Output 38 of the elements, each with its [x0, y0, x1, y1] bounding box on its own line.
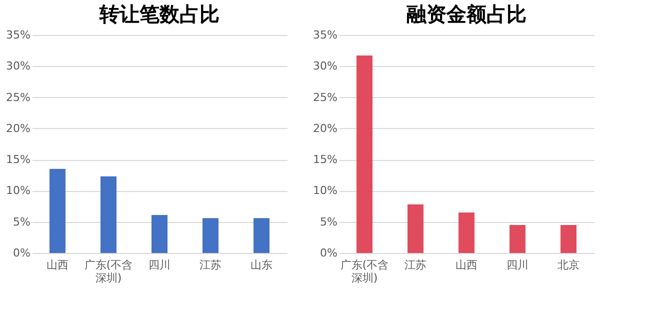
y-tick-label: 35% — [6, 28, 30, 42]
y-tick-label: 15% — [6, 153, 30, 166]
y-tick-label: 15% — [313, 153, 338, 166]
bar — [560, 224, 576, 253]
x-tick-label: 四川 — [506, 258, 528, 272]
y-tick-label: 25% — [6, 90, 30, 104]
y-tick-label: 20% — [6, 122, 30, 135]
x-tick-label: 山西 — [46, 258, 68, 272]
bar — [100, 176, 116, 253]
y-tick-label: 10% — [6, 184, 30, 198]
x-tick-label: 四川 — [148, 258, 170, 272]
y-tick-label: 20% — [313, 122, 338, 135]
x-tick-label: 广东(不含深圳) — [340, 258, 389, 284]
bar — [458, 212, 474, 253]
y-tick-label: 10% — [313, 184, 338, 198]
bar — [356, 56, 372, 253]
x-tick-label: 广东(不含深圳) — [84, 258, 133, 284]
y-tick-label: 0% — [320, 246, 338, 260]
y-tick-label: 25% — [313, 90, 338, 104]
chart-title: 转让笔数占比 — [98, 2, 220, 26]
y-tick-label: 35% — [313, 28, 338, 42]
chart-title: 融资金额占比 — [406, 2, 526, 26]
y-tick-label: 5% — [13, 215, 30, 228]
x-tick-label: 山东 — [250, 258, 272, 272]
bar — [202, 218, 218, 253]
bar — [254, 218, 270, 253]
bar — [152, 215, 168, 253]
x-tick-label: 江苏 — [404, 258, 426, 272]
y-tick-label: 30% — [313, 60, 338, 73]
bar — [50, 168, 66, 253]
x-tick-label: 山西 — [456, 258, 478, 272]
x-tick-label: 北京 — [558, 258, 580, 272]
y-tick-label: 5% — [320, 215, 338, 228]
x-tick-label: 江苏 — [200, 258, 222, 272]
bar — [510, 224, 526, 253]
y-tick-label: 30% — [6, 60, 30, 73]
bar — [408, 204, 424, 253]
y-tick-label: 0% — [13, 246, 30, 260]
